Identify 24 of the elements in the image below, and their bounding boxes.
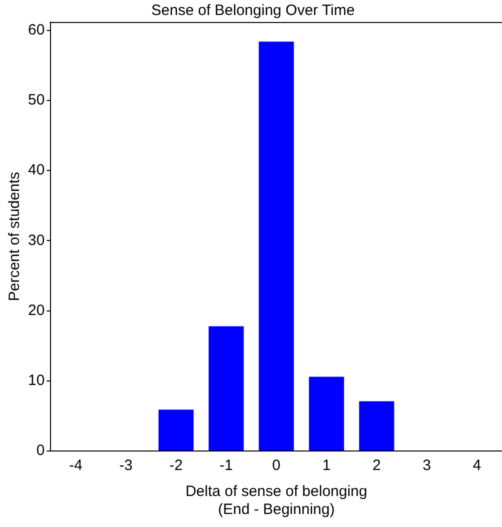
x-tick-label: 0 — [272, 457, 281, 474]
x-tick-label: -1 — [220, 457, 233, 474]
y-tick-label: 30 — [28, 232, 45, 249]
x-tick-label: 1 — [322, 457, 331, 474]
bar — [308, 376, 344, 450]
y-tick-label: 40 — [28, 162, 45, 179]
x-axis-title: Delta of sense of belonging (End - Beginning) — [185, 483, 368, 518]
y-axis-title: Percent of students — [6, 172, 24, 302]
y-tick-label: 50 — [28, 92, 45, 109]
x-tick-label: 4 — [472, 457, 482, 474]
bar — [158, 410, 194, 450]
y-tick-label: 10 — [28, 372, 45, 390]
y-tick-label: 20 — [28, 302, 45, 319]
y-tick-label: 60 — [28, 22, 45, 39]
x-tick-label: 2 — [372, 457, 381, 474]
x-tick-label: -3 — [119, 457, 133, 474]
x-tick-label: -4 — [69, 457, 82, 474]
bar — [208, 326, 244, 450]
chart-title: Sense of Belonging Over Time — [151, 2, 355, 20]
bar — [258, 42, 294, 450]
x-tick-label: 3 — [422, 457, 431, 474]
bar — [359, 401, 394, 450]
x-tick-label: -2 — [169, 457, 183, 474]
y-tick-label: 0 — [36, 442, 45, 460]
